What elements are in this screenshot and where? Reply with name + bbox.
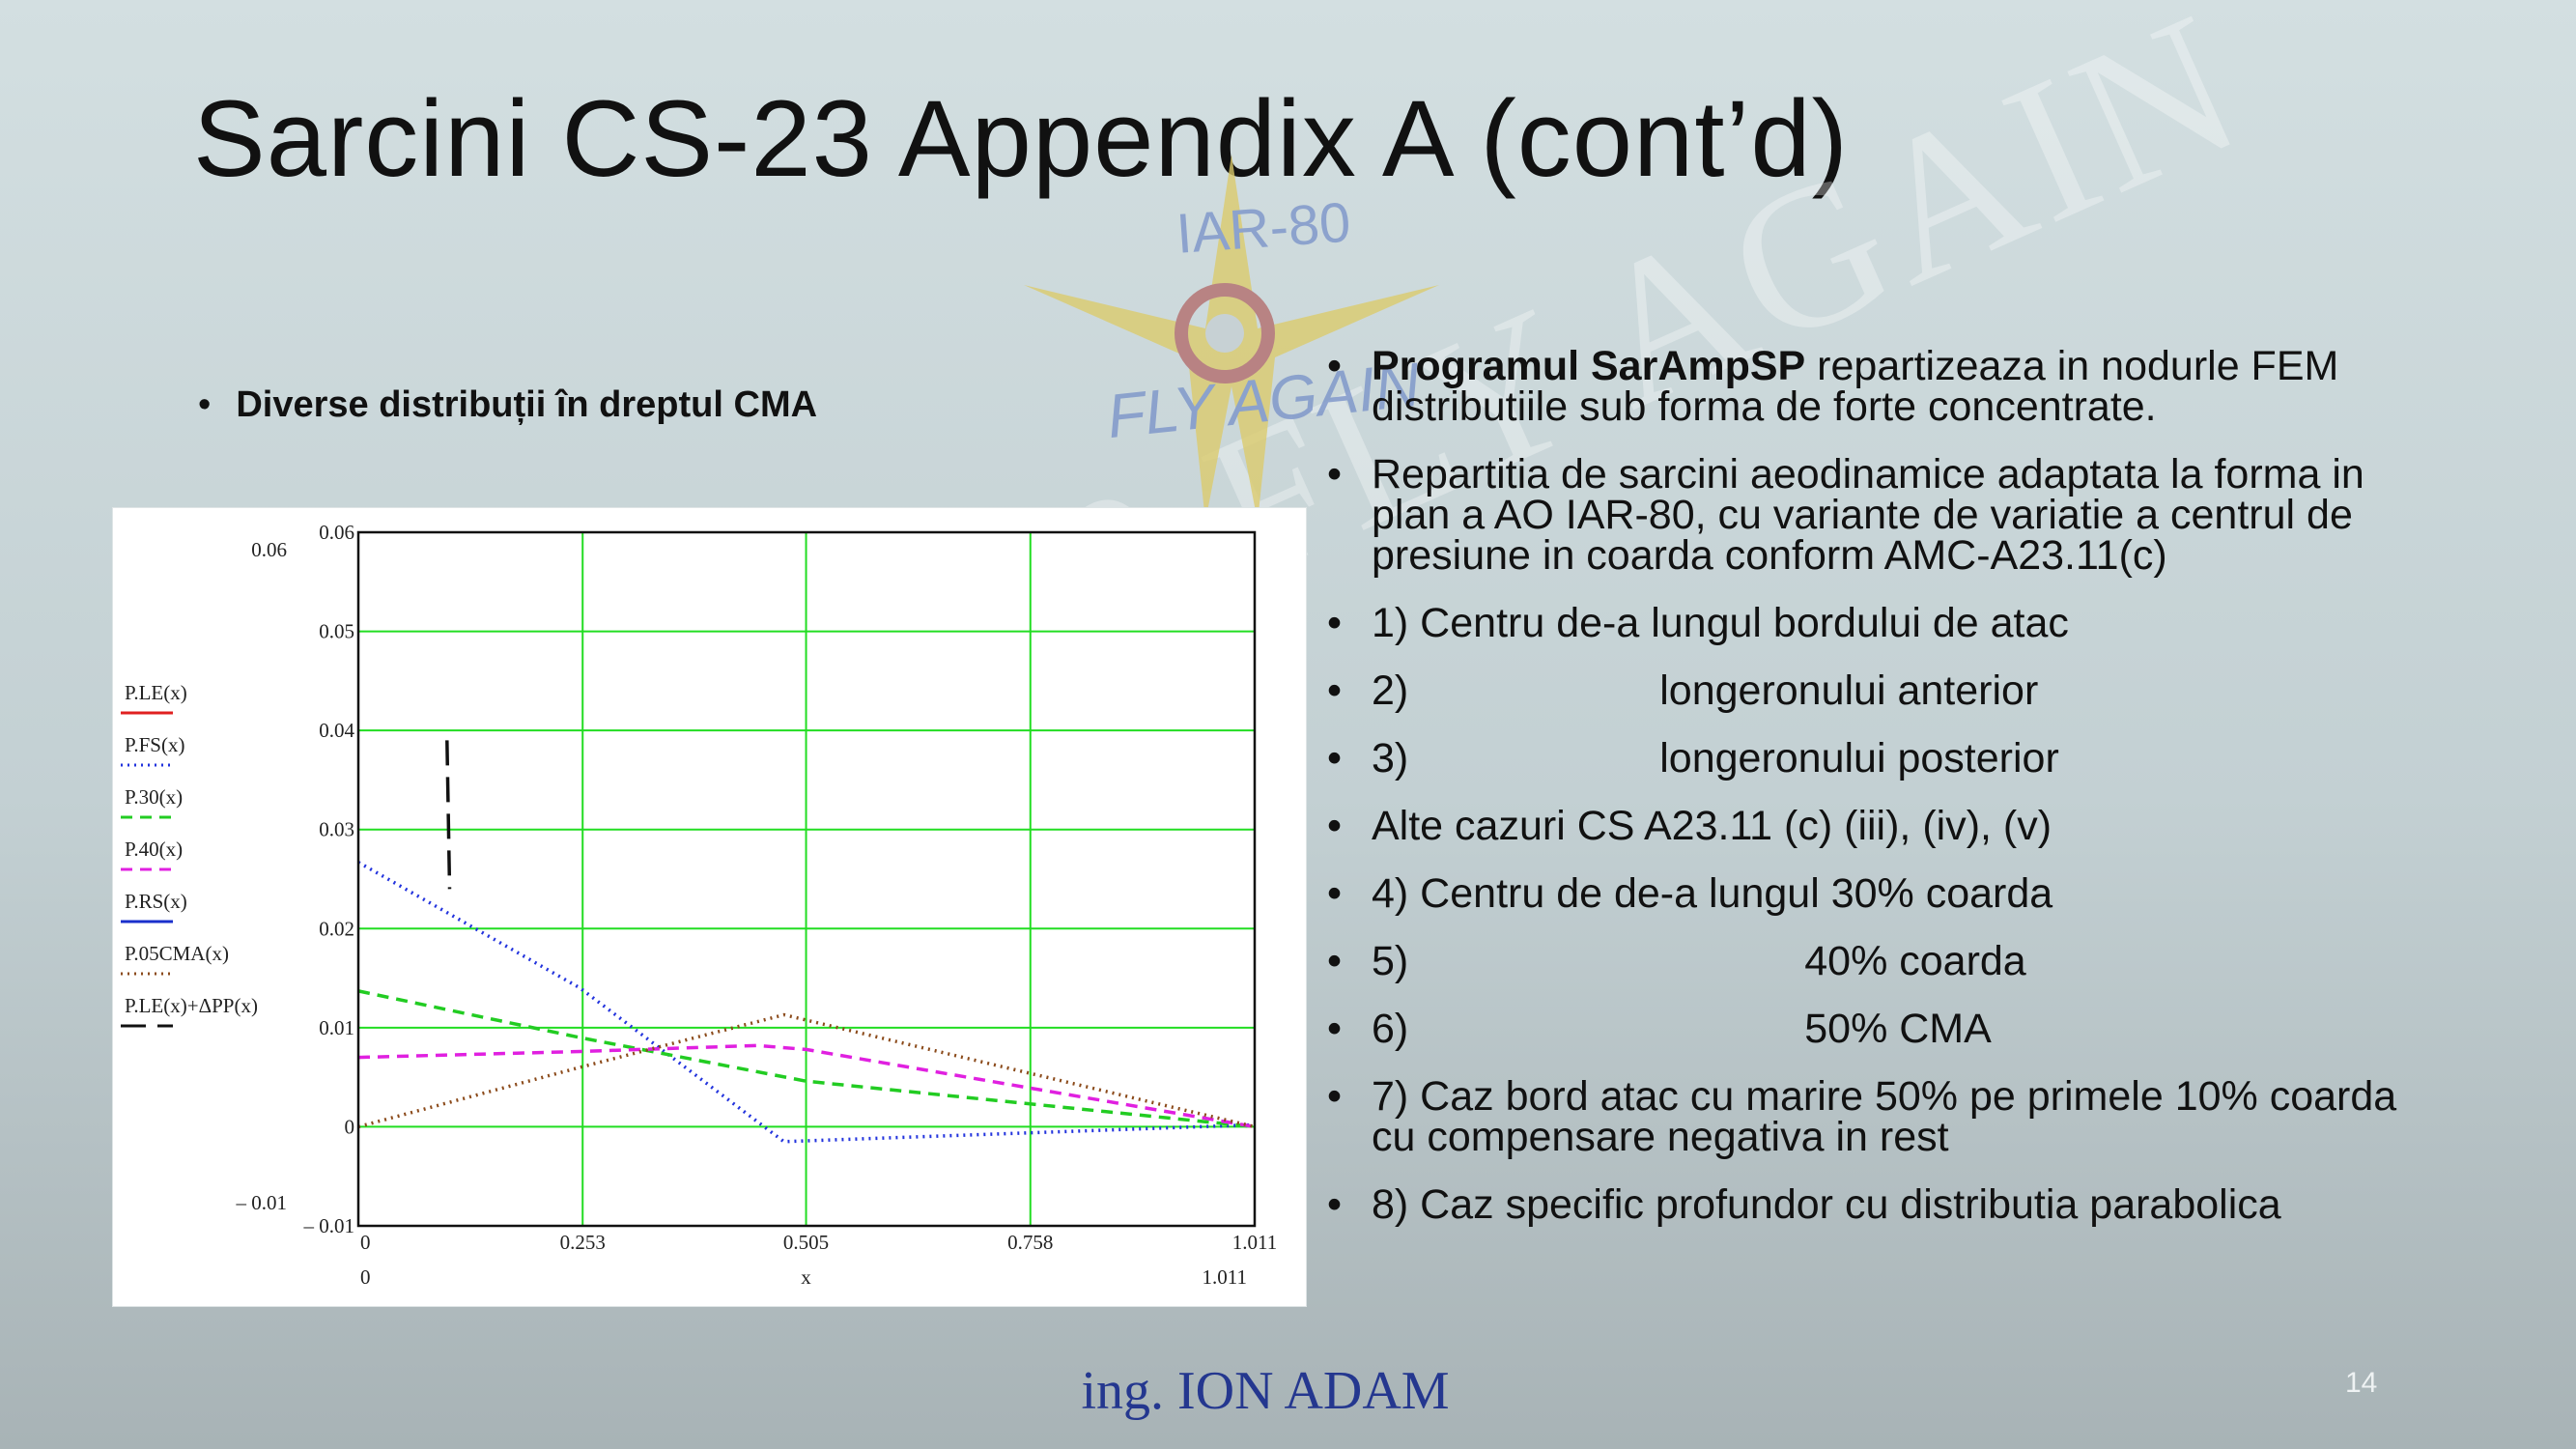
left-bullet: • Diverse distribuții în dreptul CMA — [198, 384, 818, 425]
bullet-text: 1) Centru de-a lungul bordului de atac — [1372, 600, 2069, 646]
legend-label: P.RS(x) — [125, 890, 187, 913]
page-number: 14 — [2345, 1367, 2378, 1399]
bullet-tail-text: longeronului posterior — [1659, 735, 2059, 781]
chart-panel: 0 0.253 0.505 0.758 1.011 0.06 0.05 0.04 0.03 0.0… — [112, 507, 1307, 1307]
legend-label: P.LE(x)+ΔPP(x) — [125, 994, 258, 1017]
x-tick-label: 0.505 — [783, 1231, 829, 1254]
y-tick-label: 0.06 — [319, 521, 354, 544]
bullet-text: 6) — [1372, 1006, 1409, 1052]
bullet-text: 3) — [1372, 735, 1409, 781]
logo-ring — [1175, 283, 1275, 384]
y-tick-label: 0.03 — [319, 818, 354, 841]
bullet-text: Alte cazuri CS A23.11 (c) (iii), (iv), (… — [1372, 803, 2052, 849]
bullet-item: Repartitia de sarcini aeodinamice adapta… — [1321, 451, 2432, 579]
y-tick-label: – 0.01 — [303, 1214, 355, 1237]
bullet-item: 2) longeronului anterior — [1321, 668, 2432, 714]
left-bullet-text: Diverse distribuții în dreptul CMA — [236, 384, 818, 425]
bullet-item: 7) Caz bord atac cu marire 50% pe primel… — [1321, 1073, 2432, 1160]
x-axis-label: x — [801, 1265, 811, 1289]
bullet-text: 5) — [1372, 938, 1409, 984]
series-line — [445, 740, 452, 890]
footer-author: ing. ION ADAM — [1081, 1361, 1450, 1421]
x-tick-label: 0 — [360, 1231, 371, 1254]
bullet-bold-text: Programul SarAmpSP — [1372, 343, 1806, 389]
y-tick-label: 0.01 — [319, 1016, 354, 1039]
series-line — [357, 861, 1256, 1144]
bullet-item: Programul SarAmpSP repartizeaza in nodur… — [1321, 343, 2432, 430]
bullet-text: 2) — [1372, 668, 1409, 714]
bullet-tail-text: longeronului anterior — [1659, 668, 2039, 714]
plot-frame — [356, 530, 1257, 1228]
legend-label: P.LE(x) — [125, 681, 187, 704]
bullet-text: 7) Caz bord atac cu marire 50% pe primel… — [1372, 1073, 2397, 1160]
slide-title: Sarcini CS-23 Appendix A (cont’d) — [193, 78, 1849, 199]
bullet-text: Repartitia de sarcini aeodinamice adapta… — [1372, 451, 2364, 579]
distribution-chart: 0 0.253 0.505 0.758 1.011 0.06 0.05 0.04 0.03 0.0… — [113, 508, 1277, 1289]
x-range-min-label: 0 — [360, 1265, 371, 1289]
y-tick-label: 0 — [345, 1115, 355, 1138]
bullet-tail-text: 50% CMA — [1804, 1006, 1992, 1052]
logo-top-text: IAR-80 — [1175, 190, 1353, 265]
x-tick-label: 1.011 — [1232, 1231, 1277, 1254]
legend-label: P.FS(x) — [125, 733, 184, 756]
bullet-text: 8) Caz specific profundor cu distributia… — [1372, 1181, 2281, 1228]
bullet-item: 3) longeronului posterior — [1321, 735, 2432, 781]
x-range-max-label: 1.011 — [1203, 1265, 1247, 1289]
series-line — [357, 1043, 1256, 1129]
bullet-text: 4) Centru de de-a lungul 30% coarda — [1372, 870, 2053, 917]
bullet-tail-text: 40% coarda — [1804, 938, 2026, 984]
x-tick-label: 0.253 — [560, 1231, 606, 1254]
y-range-min-label: – 0.01 — [236, 1191, 288, 1214]
bullet-item: 4) Centru de de-a lungul 30% coarda — [1321, 870, 2432, 917]
bullet-item: Alte cazuri CS A23.11 (c) (iii), (iv), (… — [1321, 803, 2432, 849]
bullet-item: 1) Centru de-a lungul bordului de atac — [1321, 600, 2432, 646]
y-tick-label: 0.02 — [319, 917, 354, 940]
x-tick-label: 0.758 — [1007, 1231, 1053, 1254]
bullet-list: Programul SarAmpSP repartizeaza in nodur… — [1321, 346, 2432, 1252]
legend-label: P.05CMA(x) — [125, 942, 229, 965]
bullet-item: 8) Caz specific profundor cu distributia… — [1321, 1181, 2432, 1228]
y-range-max-label: 0.06 — [251, 538, 287, 561]
bullet-text: repartizeaza in nodurle FEM distributiil… — [1372, 343, 2339, 430]
y-tick-label: 0.05 — [319, 620, 354, 643]
y-tick-label: 0.04 — [319, 719, 354, 742]
series-line — [357, 989, 1256, 1129]
bullet-item: 5) 40% coarda — [1321, 938, 2432, 984]
bullet-item: 6) 50% CMA — [1321, 1006, 2432, 1052]
legend-label: P.30(x) — [125, 785, 183, 809]
legend-label: P.40(x) — [125, 838, 183, 861]
